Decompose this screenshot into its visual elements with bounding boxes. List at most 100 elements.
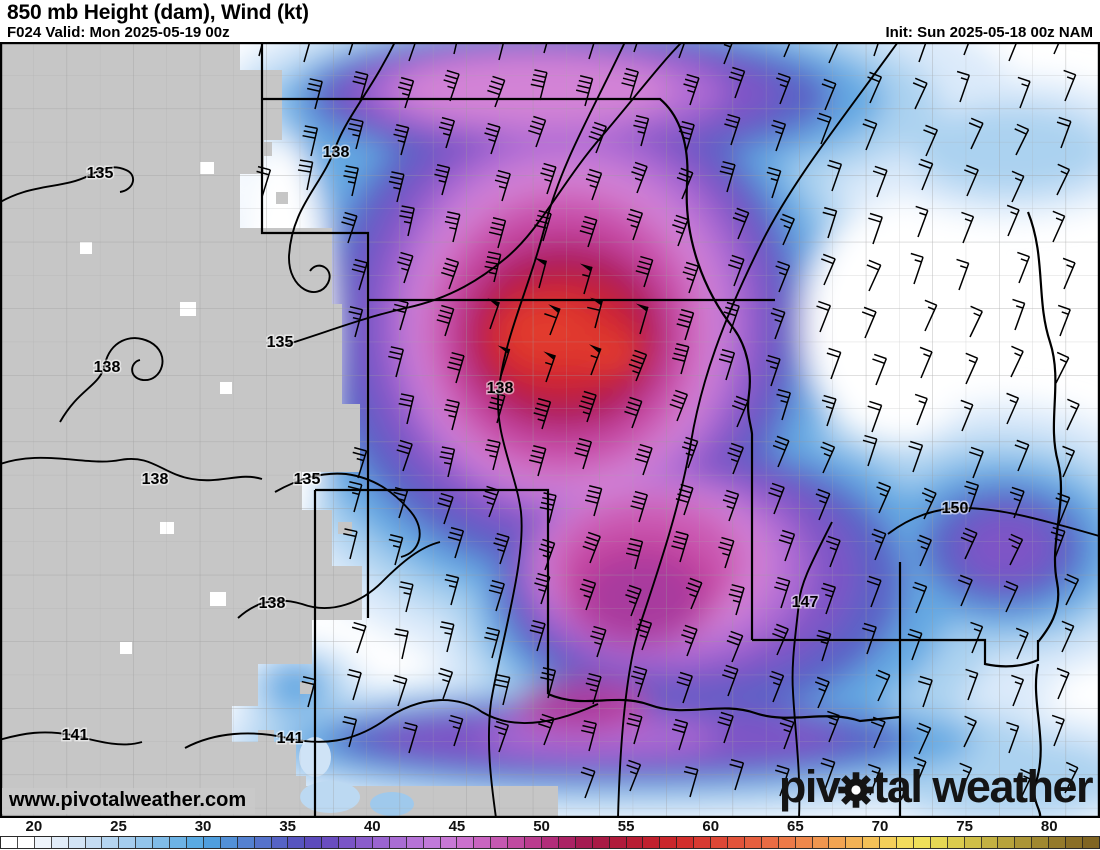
wind-barb (392, 298, 409, 331)
wind-barb (388, 346, 404, 378)
map-canvas: 135 138 135 138 138 135 138 138 141 141 147 150 (0, 0, 1100, 832)
wind-barb (348, 306, 364, 338)
wind-barb (717, 711, 734, 744)
wind-barb (916, 722, 932, 755)
wind-barb (1011, 170, 1025, 203)
height-contour (281, 41, 683, 347)
wind-barb (1066, 398, 1080, 431)
wind-barb (403, 721, 418, 754)
wind-barb (351, 621, 367, 654)
wind-barb (826, 347, 842, 380)
wind-barb (771, 119, 787, 152)
colorbar-cell (575, 837, 593, 848)
wind-barb (484, 122, 501, 155)
colorbar-cell (153, 837, 171, 848)
colorbar-cell (203, 837, 221, 848)
wind-barb (438, 667, 454, 700)
wind-barb (913, 756, 927, 789)
page-title: 850 mb Height (dam), Wind (kt) (7, 1, 309, 24)
wind-barb (772, 623, 789, 656)
colorbar-tick: 55 (617, 818, 635, 835)
colorbar-cell (761, 837, 779, 848)
wind-barb (1051, 714, 1065, 747)
colorbar-cell (846, 837, 864, 848)
wind-barb (635, 303, 649, 335)
wind-barb (399, 205, 415, 237)
wind-barb (917, 534, 932, 567)
wind-barb (347, 480, 363, 513)
wind-barb (494, 674, 511, 706)
colorbar-cell (643, 837, 661, 848)
colorbar-cell (237, 837, 255, 848)
wind-barb (908, 440, 924, 473)
wind-barb (964, 480, 980, 513)
logo-text-left: piv (778, 761, 841, 812)
wind-barb (630, 490, 648, 523)
height-contour (487, 41, 626, 819)
wind-barb (587, 297, 603, 329)
state-border (752, 638, 1040, 668)
wind-barb (870, 716, 886, 749)
map-header: 850 mb Height (dam), Wind (kt) F024 Vali… (0, 0, 1100, 42)
wind-barb (343, 165, 359, 197)
wind-barb (728, 254, 745, 287)
wind-barb (718, 536, 735, 569)
gear-tooth (865, 786, 875, 794)
contour-label: 138 (94, 359, 121, 376)
wind-barb (672, 342, 690, 375)
wind-barb (780, 213, 795, 246)
wind-barb (872, 353, 888, 386)
wind-barb (821, 582, 837, 615)
wind-barb (678, 120, 695, 153)
wind-barb (969, 305, 983, 338)
height-contour (617, 41, 899, 819)
height-contour (184, 699, 599, 749)
gear-tooth (860, 775, 872, 786)
logo-text-right: tal weather (873, 761, 1093, 812)
colorbar-cell (525, 837, 542, 848)
wind-barb (394, 628, 409, 660)
colorbar-cell (863, 837, 881, 848)
wind-barb (1056, 163, 1071, 196)
wind-barb (820, 757, 836, 790)
wind-barb (626, 712, 643, 745)
wind-barb (443, 69, 460, 102)
wind-barb (918, 675, 933, 708)
wind-barb (722, 489, 740, 522)
wind-barb (484, 627, 501, 659)
wind-barb (1014, 439, 1030, 472)
state-border (733, 328, 754, 640)
wind-barb (1015, 627, 1029, 660)
wind-barb (1019, 768, 1033, 801)
colorbar-cell (1, 837, 18, 848)
wind-barb (341, 211, 358, 244)
wind-barb (539, 492, 557, 524)
wind-barb (914, 393, 928, 426)
wind-barb (399, 581, 414, 613)
wind-barb (534, 572, 551, 605)
wind-barb (961, 211, 975, 244)
wind-barb (437, 492, 454, 525)
county-grid-coarse (0, 42, 1100, 818)
wind-barb (493, 532, 510, 565)
gear-icon (838, 772, 875, 808)
colorbar-cell (1032, 837, 1050, 848)
wind-barb (821, 394, 837, 427)
contour-label: 141 (62, 727, 89, 744)
wind-barb (436, 304, 455, 337)
wind-barb (575, 75, 594, 107)
wind-barb (1063, 69, 1077, 102)
wind-barb (625, 584, 642, 617)
wind-barb (956, 258, 970, 291)
wind-barb (775, 764, 790, 797)
colorbar-cell (727, 837, 745, 848)
wind-barb (675, 483, 694, 516)
height-contour (0, 456, 263, 482)
wind-barb (683, 73, 700, 106)
wind-barb (956, 70, 971, 103)
wind-barb (1062, 445, 1076, 478)
wind-barb (866, 575, 882, 608)
wind-barb (448, 714, 464, 747)
wind-barb (669, 389, 689, 422)
